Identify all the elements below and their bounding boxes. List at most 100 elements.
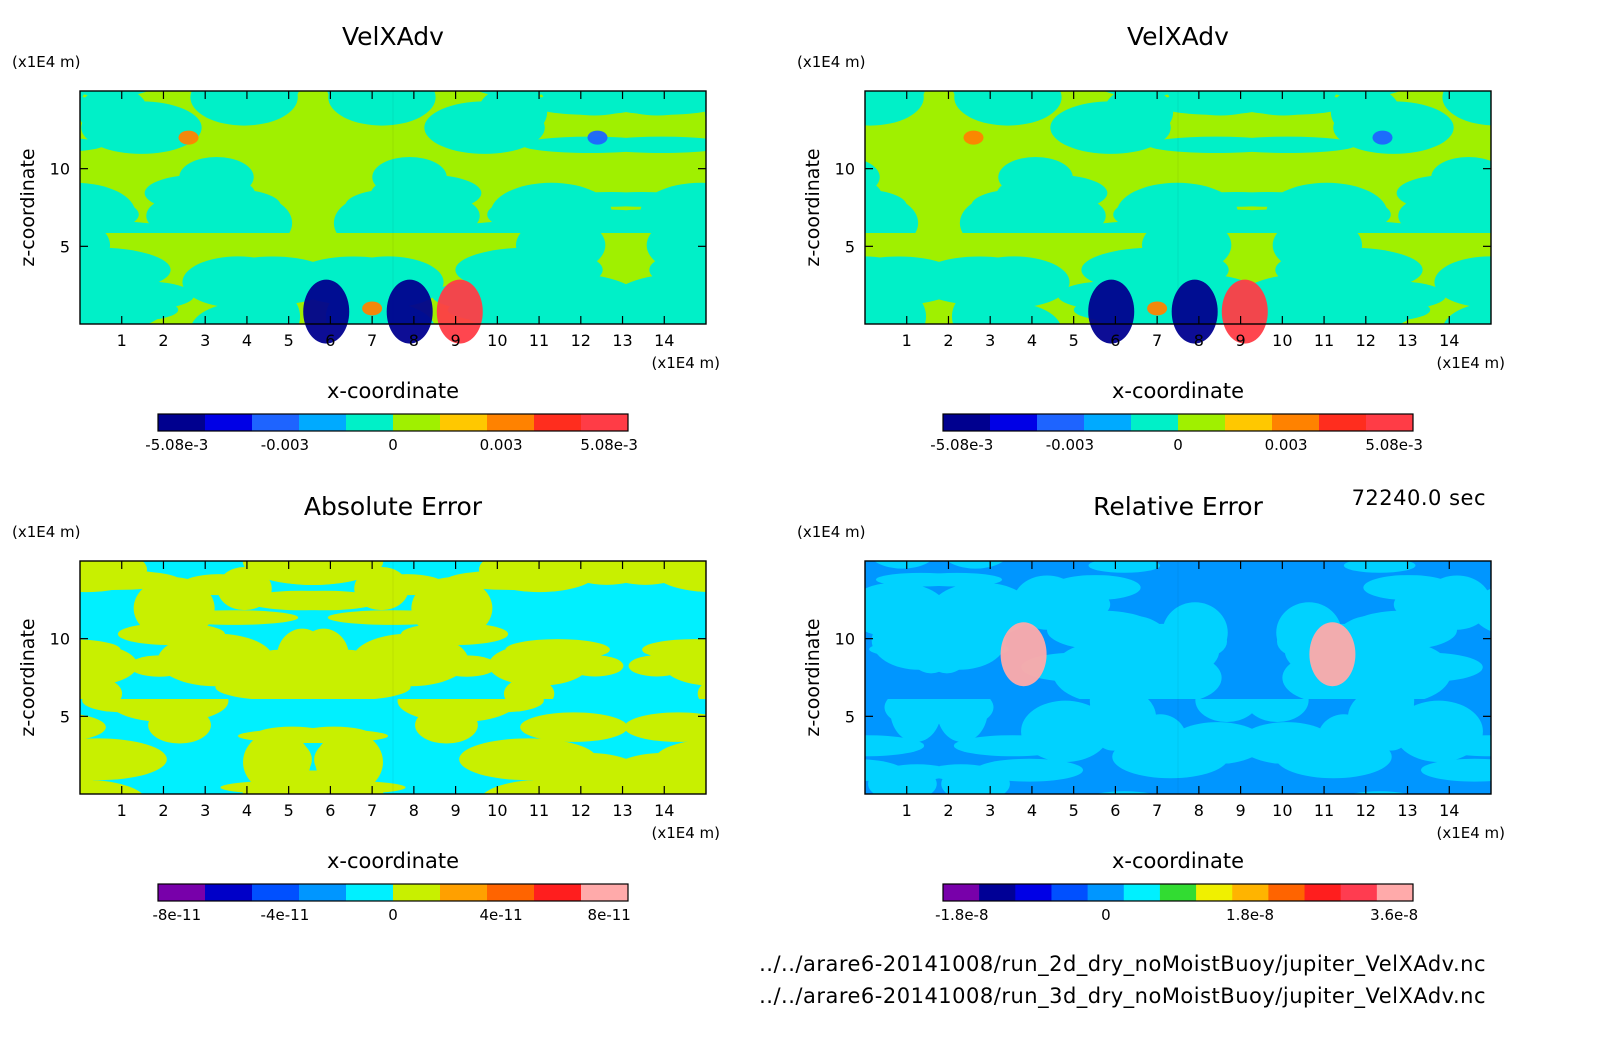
time-label: 72240.0 sec [1351,486,1486,510]
field-feature-2 [362,301,383,316]
x-tick-label: 2 [158,331,168,350]
colorbar-level [440,884,488,901]
y-axis-unit: (x1E4 m) [797,523,866,541]
colorbar-tick-label: -5.08e-3 [930,436,993,454]
colorbar-level [534,884,582,901]
colorbar: -8e-11 -4e-11 0 4e-11 8e-11 [152,883,631,924]
x-tick-label: 9 [1236,331,1246,350]
x-tick-label: 6 [1110,331,1120,350]
x-tick-label: 13 [612,331,632,350]
x-tick-label: 13 [612,801,632,820]
x-tick-label: 11 [1314,331,1334,350]
colorbar-frame [942,413,1414,432]
y-axis-label: z-coordinate [17,148,39,266]
colorbar: -5.08e-3 -0.003 0 0.003 5.08e-3 [145,413,638,454]
x-tick-label: 7 [1152,801,1162,820]
colorbar-tick-label: 3.6e-8 [1370,906,1418,924]
field-feature-5 [963,130,984,145]
colorbar-level [1196,884,1233,901]
x-tick-label: 4 [1027,801,1037,820]
y-axis-label: z-coordinate [802,618,824,736]
x-tick-label: 4 [242,331,252,350]
x-tick-label: 7 [367,331,377,350]
colorbar-level [487,884,535,901]
colorbar-tick-label: -4e-11 [261,906,310,924]
colorbar-level [943,884,980,901]
x-axis-label: x-coordinate [327,379,459,403]
field-feature-2 [1309,622,1356,687]
colorbar-level [1319,414,1367,431]
colorbar-tick-label: 5.08e-3 [1365,436,1423,454]
colorbar-level [158,414,206,431]
y-axis-unit: (x1E4 m) [12,53,81,71]
colorbar-level [1304,884,1342,901]
plot-frame [864,90,1492,325]
colorbar-tick-label: 1.8e-8 [1226,906,1274,924]
contour-field [80,91,706,324]
field-feature-5 [178,130,199,145]
colorbar-level [205,414,253,431]
x-tick-label: 14 [1439,801,1459,820]
x-tick-label: 2 [943,331,953,350]
colorbar-tick-label: -0.003 [261,436,309,454]
field-feature-1 [303,279,350,344]
contour-field [80,561,706,794]
x-tick-label: 5 [1069,801,1079,820]
colorbar-tick-label: 0 [388,906,398,924]
x-axis-unit: (x1E4 m) [651,824,720,842]
colorbar-level [1084,414,1132,431]
x-tick-label: 12 [1356,801,1376,820]
colorbar-level [581,414,629,431]
y-tick-label: 5 [845,707,855,726]
colorbar-level [487,414,535,431]
colorbar-level [990,414,1038,431]
x-axis-unit: (x1E4 m) [1436,824,1505,842]
colorbar-level [1131,414,1179,431]
colorbar-level [943,414,991,431]
x-tick-label: 9 [451,801,461,820]
colorbar-level [534,414,582,431]
colorbar-level [1015,884,1052,901]
chart-panel-2: VelXAdv(x1E4 m)1 2 3 4 5 6 7 8 9 10 11 12 13 14510(x1… [797,22,1505,454]
colorbar-level [205,884,253,901]
colorbar-level [1272,414,1320,431]
x-tick-label: 12 [1356,331,1376,350]
x-tick-label: 6 [325,801,335,820]
x-tick-label: 3 [985,801,995,820]
colorbar-tick-label: 5.08e-3 [580,436,638,454]
x-tick-label: 3 [200,331,210,350]
x-tick-label: 1 [117,331,127,350]
x-tick-label: 14 [654,331,674,350]
colorbar-tick-label: 0.003 [480,436,523,454]
x-tick-label: 10 [1272,801,1292,820]
colorbar-level [299,414,347,431]
colorbar-tick-label: 0.003 [1265,436,1308,454]
x-tick-label: 1 [117,801,127,820]
x-tick-label: 14 [654,801,674,820]
x-axis-unit: (x1E4 m) [651,354,720,372]
x-tick-label: 11 [529,331,549,350]
field-feature-2 [1147,301,1168,316]
x-tick-label: 13 [1397,801,1417,820]
colorbar-level [979,884,1016,901]
x-tick-label: 12 [571,801,591,820]
field-feature-1 [1000,622,1047,687]
colorbar-tick-label: 8e-11 [588,906,631,924]
colorbar-tick-label: 4e-11 [479,906,522,924]
colorbar-level [440,414,488,431]
colorbar-level [299,884,347,901]
x-tick-label: 14 [1439,331,1459,350]
contour-field [865,91,1491,324]
x-tick-label: 3 [985,331,995,350]
x-tick-label: 9 [451,331,461,350]
x-tick-label: 12 [571,331,591,350]
colorbar-level [1376,884,1414,901]
x-tick-label: 5 [284,331,294,350]
field-feature-6 [587,130,608,145]
colorbar-tick-label: -0.003 [1046,436,1094,454]
file-path-2: ../../arare6-20141008/run_3d_dry_noMoist… [759,984,1486,1008]
x-tick-label: 8 [1194,331,1204,350]
x-tick-label: 7 [1152,331,1162,350]
x-tick-label: 3 [200,801,210,820]
colorbar-level [1340,884,1378,901]
